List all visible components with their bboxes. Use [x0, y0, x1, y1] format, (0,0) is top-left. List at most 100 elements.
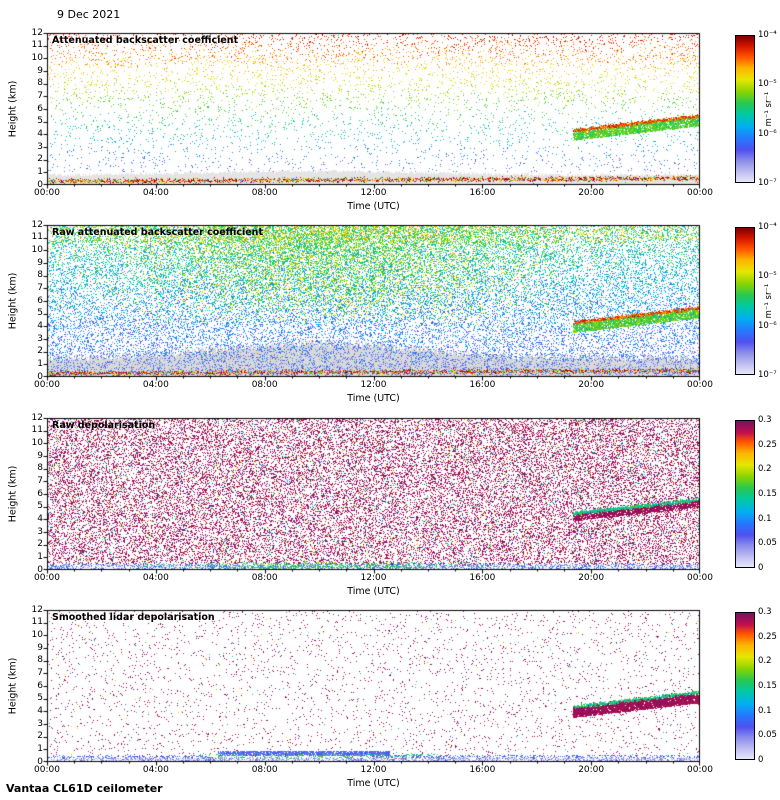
- y-tick-label: 8: [37, 78, 43, 89]
- y-tick-label: 4: [37, 705, 43, 716]
- y-tick-label: 7: [37, 667, 43, 678]
- colorbar-tick-label: 10⁻⁵: [758, 271, 777, 282]
- x-tick-label: 04:00: [142, 573, 169, 583]
- panel-title: Raw attenuated backscatter coefficient: [52, 227, 263, 238]
- y-tick-label: 7: [37, 282, 43, 293]
- x-tick-label: 00:00: [687, 765, 713, 775]
- y-tick-label: 2: [37, 731, 43, 742]
- colorbar-tick-label: 0.15: [758, 681, 777, 691]
- colorbar: [735, 35, 755, 183]
- colorbar-tick-label: 0.05: [758, 538, 777, 549]
- colorbar-tick-label: 0.25: [758, 631, 777, 642]
- x-tick-label: 16:00: [469, 765, 496, 775]
- y-tick-label: 7: [37, 475, 43, 486]
- y-axis-ticks: 0 1 2 3 4 5 6 7 8 9 10 11 12: [0, 413, 43, 575]
- y-tick-label: 11: [31, 232, 43, 243]
- x-tick-label: 12:00: [360, 573, 387, 583]
- y-tick-label: 4: [37, 128, 43, 139]
- y-axis-ticks: 0 1 2 3 4 5 6 7 8 9 10 11 12: [0, 28, 43, 190]
- y-tick-label: 3: [37, 718, 43, 729]
- y-tick-label: 8: [37, 463, 43, 474]
- instrument-label: Vantaa CL61D ceilometer: [6, 782, 163, 795]
- x-axis-label: Time (UTC): [347, 201, 400, 212]
- x-axis-ticks: 00:00 04:00 08:00 12:00 16:00 20:00 00:00: [0, 573, 780, 585]
- colorbar-unit-label: m⁻¹ sr⁻¹: [764, 91, 774, 127]
- panel-4: Smoothed lidar depolarisation Height (km…: [0, 605, 780, 800]
- y-tick-label: 9: [37, 642, 43, 653]
- x-tick-label: 00:00: [687, 573, 713, 583]
- y-tick-label: 1: [37, 551, 43, 562]
- y-axis-ticks: 0 1 2 3 4 5 6 7 8 9 10 11 12: [0, 605, 43, 767]
- x-tick-label: 08:00: [251, 188, 278, 198]
- y-tick-label: 8: [37, 270, 43, 281]
- x-axis-label: Time (UTC): [347, 778, 400, 789]
- x-tick-label: 08:00: [251, 573, 278, 583]
- x-tick-label: 00:00: [34, 573, 60, 583]
- x-axis-ticks: 00:00 04:00 08:00 12:00 16:00 20:00 00:00: [0, 765, 780, 777]
- y-tick-label: 3: [37, 526, 43, 537]
- y-tick-label: 12: [31, 412, 43, 423]
- y-tick-label: 6: [37, 488, 43, 499]
- y-tick-label: 5: [37, 693, 43, 704]
- x-tick-label: 20:00: [578, 380, 605, 390]
- x-tick-label: 20:00: [578, 188, 605, 198]
- x-tick-label: 08:00: [251, 765, 278, 775]
- x-tick-label: 00:00: [34, 765, 60, 775]
- x-tick-label: 16:00: [469, 188, 496, 198]
- y-tick-label: 11: [31, 425, 43, 436]
- y-axis-ticks: 0 1 2 3 4 5 6 7 8 9 10 11 12: [0, 220, 43, 382]
- x-axis-label: Time (UTC): [347, 393, 400, 404]
- colorbar-tick-label: 0.3: [758, 415, 772, 425]
- colorbar-tick-label: 0.2: [758, 656, 772, 667]
- y-tick-label: 9: [37, 450, 43, 461]
- x-tick-label: 00:00: [687, 380, 713, 390]
- y-tick-label: 12: [31, 604, 43, 615]
- y-tick-label: 3: [37, 141, 43, 152]
- y-tick-label: 9: [37, 257, 43, 268]
- colorbar: [735, 227, 755, 375]
- colorbar-tick-label: 10⁻⁵: [758, 79, 777, 90]
- y-tick-label: 10: [31, 244, 43, 255]
- plot-canvas: [40, 30, 706, 192]
- y-tick-label: 2: [37, 539, 43, 550]
- y-tick-label: 0: [37, 756, 43, 767]
- panel-title: Smoothed lidar depolarisation: [52, 612, 215, 623]
- y-tick-label: 8: [37, 655, 43, 666]
- colorbar: [735, 612, 755, 760]
- x-tick-label: 04:00: [142, 380, 169, 390]
- y-tick-label: 0: [37, 179, 43, 190]
- x-tick-label: 12:00: [360, 765, 387, 775]
- y-tick-label: 3: [37, 333, 43, 344]
- y-tick-label: 7: [37, 90, 43, 101]
- colorbar-tick-label: 10⁻⁴: [758, 30, 777, 40]
- y-tick-label: 10: [31, 52, 43, 63]
- y-tick-label: 12: [31, 27, 43, 38]
- y-tick-label: 5: [37, 308, 43, 319]
- y-tick-label: 1: [37, 358, 43, 369]
- x-tick-label: 16:00: [469, 380, 496, 390]
- y-tick-label: 0: [37, 371, 43, 382]
- y-tick-label: 1: [37, 166, 43, 177]
- colorbar-tick-label: 10⁻⁷: [758, 178, 777, 188]
- y-tick-label: 12: [31, 219, 43, 230]
- colorbar-tick-label: 10⁻⁶: [758, 320, 777, 331]
- colorbar-tick-label: 0.1: [758, 705, 772, 716]
- y-tick-label: 10: [31, 629, 43, 640]
- colorbar-tick-label: 0.05: [758, 730, 777, 741]
- panel-2: Raw attenuated backscatter coefficient H…: [0, 220, 780, 415]
- x-tick-label: 00:00: [687, 188, 713, 198]
- x-tick-label: 08:00: [251, 380, 278, 390]
- panel-title: Attenuated backscatter coefficient: [52, 35, 239, 46]
- x-axis-ticks: 00:00 04:00 08:00 12:00 16:00 20:00 00:00: [0, 380, 780, 392]
- y-tick-label: 11: [31, 40, 43, 51]
- colorbar-tick-label: 10⁻⁶: [758, 128, 777, 139]
- colorbar-tick-label: 10⁻⁴: [758, 222, 777, 232]
- colorbar-tick-label: 0: [758, 563, 764, 573]
- colorbar-tick-label: 0.25: [758, 439, 777, 450]
- plot-canvas: [40, 222, 706, 384]
- x-tick-label: 20:00: [578, 573, 605, 583]
- colorbar-unit-label: m⁻¹ sr⁻¹: [764, 283, 774, 319]
- y-tick-label: 2: [37, 346, 43, 357]
